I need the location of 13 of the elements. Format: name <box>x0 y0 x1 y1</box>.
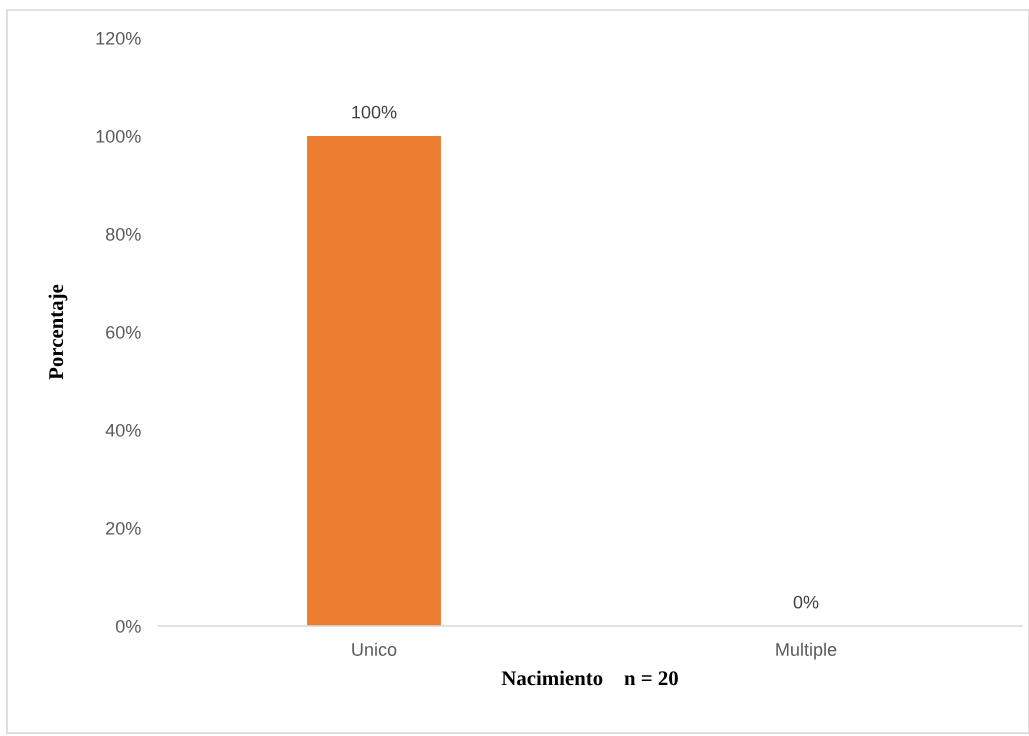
y-tick-label: 60% <box>106 325 141 339</box>
y-tick-label: 40% <box>105 423 141 437</box>
x-tick-label: Multiple <box>776 642 837 660</box>
data-label: 0% <box>793 595 819 609</box>
y-tick-label: 100% <box>96 129 141 143</box>
data-label: 100% <box>352 105 397 119</box>
y-tick-label: 120% <box>96 31 141 45</box>
y-axis-title: Porcentaje <box>48 284 68 380</box>
x-tick-label: Unico <box>352 642 397 656</box>
y-tick-label: 80% <box>105 227 141 241</box>
y-tick-label: 0% <box>115 619 141 633</box>
y-tick-label: 20% <box>106 521 141 535</box>
x-axis-title: Nacimiento n = 20 <box>501 670 678 686</box>
